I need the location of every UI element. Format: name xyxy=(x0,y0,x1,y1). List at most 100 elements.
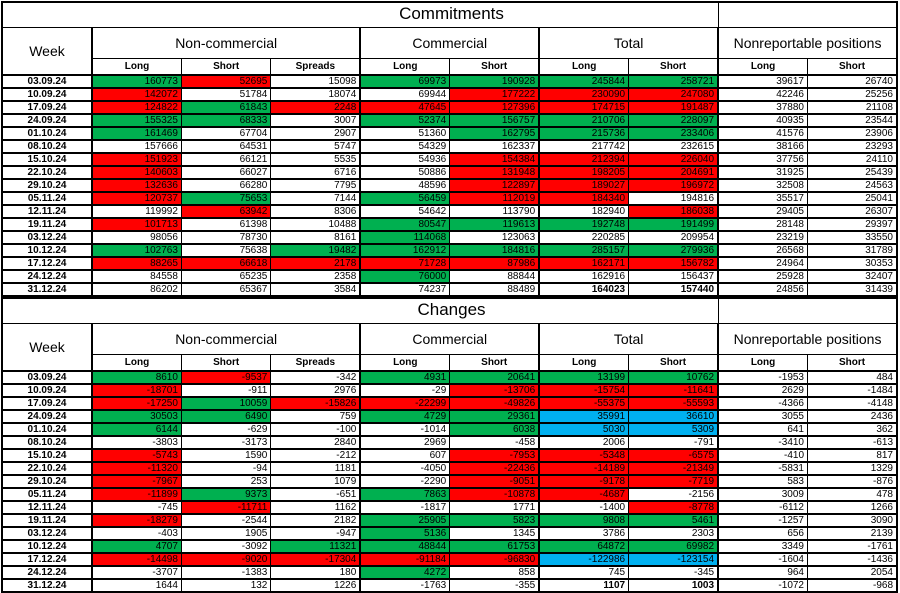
value-cell: 23293 xyxy=(807,139,898,154)
value-cell: -3092 xyxy=(180,539,272,554)
value-cell: 30503 xyxy=(90,409,182,424)
value-cell: 2178 xyxy=(270,256,361,271)
table-row: 19.11.24 -18279 -2544 2182 25905 5823 9808 5461… xyxy=(1,513,898,528)
value-cell: 641 xyxy=(717,422,809,437)
value-cell: 67704 xyxy=(180,126,272,141)
group-header-row: Week Non-commercial Commercial Total Non… xyxy=(1,323,898,372)
value-cell: 1345 xyxy=(449,526,540,541)
value-cell: -651 xyxy=(270,487,361,502)
value-cell: 10762 xyxy=(628,370,719,385)
value-cell: -876 xyxy=(807,474,898,489)
changes-table-body: 03.09.24 8610 -9537 -342 4931 20641 13199 10762… xyxy=(1,370,898,593)
value-cell: -6575 xyxy=(628,448,719,463)
value-cell: 20641 xyxy=(449,370,540,385)
value-cell: 285157 xyxy=(538,243,630,258)
value-cell: 4931 xyxy=(359,370,451,385)
table-row: 24.12.24 -3707 -1383 180 4272 858 745 -345 964 20… xyxy=(1,565,898,580)
value-cell: -18701 xyxy=(90,383,182,398)
table-row: 12.11.24 -745 -11711 1162 -1817 1771 -1400 -877… xyxy=(1,500,898,515)
value-cell: -355 xyxy=(449,578,540,593)
group-header-nonreportable: Nonreportable positions xyxy=(717,323,898,355)
week-cell: 17.12.24 xyxy=(1,552,93,567)
value-cell: 2907 xyxy=(270,126,361,141)
value-cell: 5747 xyxy=(270,139,361,154)
value-cell: 69944 xyxy=(359,87,451,102)
value-cell: -7967 xyxy=(90,474,182,489)
value-cell: -91184 xyxy=(359,552,451,567)
value-cell: 198205 xyxy=(538,165,630,180)
value-cell: 174715 xyxy=(538,100,630,115)
value-cell: 23219 xyxy=(717,230,809,245)
value-cell: 2436 xyxy=(807,409,898,424)
value-cell: 54642 xyxy=(359,204,451,219)
section-title: Changes xyxy=(417,300,486,319)
col-header-short: Short xyxy=(807,354,898,372)
value-cell: 2358 xyxy=(270,269,361,284)
value-cell: 194816 xyxy=(628,191,719,206)
value-cell: 48596 xyxy=(359,178,451,193)
title-row: Changes xyxy=(1,297,898,324)
value-cell: -2290 xyxy=(359,474,451,489)
value-cell: 124822 xyxy=(90,100,182,115)
week-cell: 24.09.24 xyxy=(1,409,93,424)
value-cell: 607 xyxy=(359,448,451,463)
value-cell: -1257 xyxy=(717,513,809,528)
value-cell: 132636 xyxy=(90,178,182,193)
week-cell: 10.09.24 xyxy=(1,87,93,102)
value-cell: -7719 xyxy=(628,474,719,489)
value-cell: 191499 xyxy=(628,217,719,232)
value-cell: 156437 xyxy=(628,269,719,284)
title-row: Commitments xyxy=(1,1,898,28)
table-row: 22.10.24 140603 66027 6716 50886 131948 198205… xyxy=(1,165,898,180)
value-cell: -342 xyxy=(270,370,361,385)
value-cell: 230090 xyxy=(538,87,630,102)
value-cell: 37756 xyxy=(717,152,809,167)
value-cell: 156757 xyxy=(449,113,540,128)
value-cell: -9537 xyxy=(180,370,272,385)
value-cell: 71728 xyxy=(359,256,451,271)
value-cell: -11711 xyxy=(180,500,272,515)
value-cell: -4148 xyxy=(807,396,898,411)
value-cell: 54329 xyxy=(359,139,451,154)
col-header-short: Short xyxy=(449,58,540,76)
value-cell: 161469 xyxy=(90,126,182,141)
value-cell: 26740 xyxy=(807,74,898,89)
value-cell: 745 xyxy=(538,565,630,580)
value-cell: 122897 xyxy=(449,178,540,193)
value-cell: 24563 xyxy=(807,178,898,193)
value-cell: 160773 xyxy=(90,74,182,89)
value-cell: 29361 xyxy=(449,409,540,424)
value-cell: -1817 xyxy=(359,500,451,515)
value-cell: 209954 xyxy=(628,230,719,245)
value-cell: 233406 xyxy=(628,126,719,141)
value-cell: 164023 xyxy=(538,282,630,297)
value-cell: 39617 xyxy=(717,74,809,89)
value-cell: 184816 xyxy=(449,243,540,258)
col-header-long: Long xyxy=(359,58,451,76)
value-cell: -1763 xyxy=(359,578,451,593)
value-cell: -21349 xyxy=(628,461,719,476)
week-cell: 24.12.24 xyxy=(1,269,93,284)
value-cell: 3055 xyxy=(717,409,809,424)
value-cell: 66618 xyxy=(180,256,272,271)
value-cell: -1383 xyxy=(180,565,272,580)
value-cell: 24856 xyxy=(717,282,809,297)
value-cell: 2629 xyxy=(717,383,809,398)
value-cell: 4272 xyxy=(359,565,451,580)
value-cell: 5309 xyxy=(628,422,719,437)
value-cell: 24964 xyxy=(717,256,809,271)
table-row: 29.10.24 132636 66280 7795 48596 122897 189027… xyxy=(1,178,898,193)
week-cell: 24.09.24 xyxy=(1,113,93,128)
value-cell: 119613 xyxy=(449,217,540,232)
section-title-cell: Changes xyxy=(1,297,719,324)
value-cell: 25439 xyxy=(807,165,898,180)
value-cell: 64872 xyxy=(538,539,630,554)
week-cell: 22.10.24 xyxy=(1,461,93,476)
value-cell: 226040 xyxy=(628,152,719,167)
value-cell: 40935 xyxy=(717,113,809,128)
value-cell: 189027 xyxy=(538,178,630,193)
value-cell: 47645 xyxy=(359,100,451,115)
value-cell: 140603 xyxy=(90,165,182,180)
value-cell: 228097 xyxy=(628,113,719,128)
value-cell: 157666 xyxy=(90,139,182,154)
